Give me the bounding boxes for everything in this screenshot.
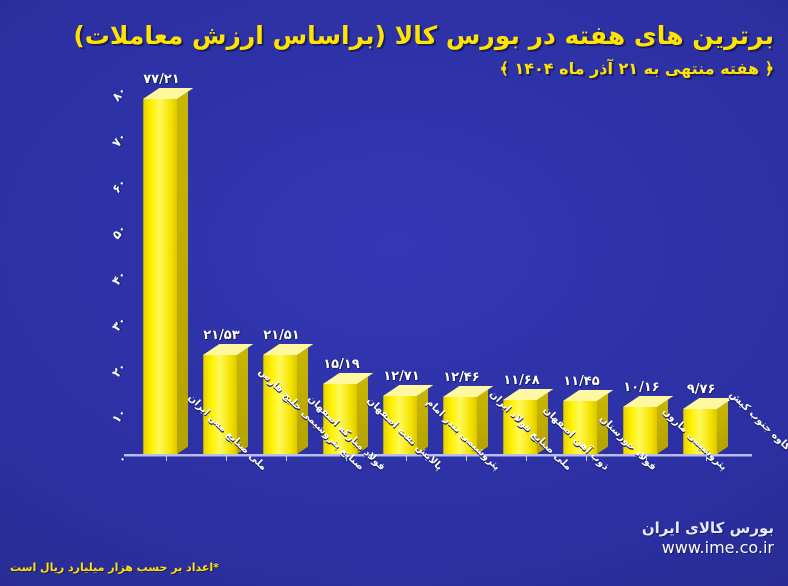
y-axis-tick-label: ۱۰ bbox=[109, 405, 130, 426]
bar[interactable]: ۱۵/۱۹ bbox=[323, 357, 374, 454]
bar-value-label: ۹/۷۶ bbox=[686, 382, 716, 398]
bar[interactable]: ۱۱/۶۸ bbox=[503, 373, 554, 454]
x-axis-tick-mark bbox=[406, 455, 407, 461]
bar-value-label: ۱۲/۷۱ bbox=[383, 368, 420, 384]
bar-front-face bbox=[443, 396, 478, 454]
bar[interactable]: ۲۱/۵۱ bbox=[263, 328, 314, 454]
title-block: برترین های هفته در بورس کالا (براساس ارز… bbox=[14, 21, 774, 78]
y-axis-tick-label: ۸۰ bbox=[109, 83, 130, 104]
x-axis-tick-mark bbox=[526, 455, 527, 461]
y-axis-tick-label: ۳۰ bbox=[109, 313, 130, 334]
brand-name: بورس کالای ایران bbox=[641, 519, 774, 538]
bar-front-face bbox=[383, 395, 418, 454]
bar-value-label: ۱۲/۴۶ bbox=[443, 369, 480, 385]
bar-front-face bbox=[323, 384, 358, 454]
page-title: برترین های هفته در بورس کالا (براساس ارز… bbox=[73, 21, 774, 50]
x-axis-tick-mark bbox=[286, 455, 287, 461]
bar-front-face bbox=[683, 409, 718, 454]
y-axis-tick-label: ۲۰ bbox=[109, 359, 130, 380]
bar[interactable]: ۲۱/۵۳ bbox=[203, 328, 254, 454]
plot-area: ۸۰ ۷۰ ۶۰ ۵۰ ۴۰ ۳۰ ۲۰ ۱۰ ۰ ۷۷/۲۱ ۲۱/۵۳ ۲۱/۵۱ ۱۵/۱۹ ۱۲… bbox=[109, 72, 788, 473]
bar-front-face bbox=[143, 98, 178, 454]
bar-front-face bbox=[203, 354, 238, 454]
chart-subtitle: ﴿ هفته منتهی به ۲۱ آذر ماه ۱۴۰۴ ﴾ bbox=[499, 58, 774, 78]
footnote: *اعداد بر حسب هزار میلیارد ریال است bbox=[10, 561, 219, 574]
x-axis-category-label: فولاد کاوه جنوب کیش bbox=[727, 389, 788, 473]
x-axis-tick-mark bbox=[706, 455, 707, 461]
bar-value-label: ۱۰/۱۶ bbox=[623, 380, 660, 396]
y-axis-tick-label: ۵۰ bbox=[109, 221, 130, 242]
bar[interactable]: ۹/۷۶ bbox=[683, 382, 734, 454]
x-axis-tick-mark bbox=[646, 455, 647, 461]
bar-value-label: ۲۱/۵۱ bbox=[263, 328, 300, 344]
y-axis-tick-label: ۷۰ bbox=[109, 129, 130, 150]
x-axis-tick-mark bbox=[466, 455, 467, 461]
bar[interactable]: ۱۰/۱۶ bbox=[623, 380, 674, 454]
bar[interactable]: ۷۷/۲۱ bbox=[143, 72, 194, 454]
x-axis-tick-mark bbox=[226, 455, 227, 461]
brand-block: بورس کالای ایران www.ime.co.ir bbox=[642, 519, 774, 558]
bar-value-label: ۱۱/۴۵ bbox=[563, 374, 600, 390]
bar-value-label: ۷۷/۲۱ bbox=[143, 71, 180, 87]
bar-value-label: ۲۱/۵۳ bbox=[203, 327, 240, 343]
bar[interactable]: ۱۲/۴۶ bbox=[443, 370, 494, 454]
y-axis-tick-label: ۶۰ bbox=[109, 175, 130, 196]
bar-side-face bbox=[716, 401, 728, 454]
x-axis-tick-mark bbox=[166, 455, 167, 461]
bar-front-face bbox=[623, 407, 658, 454]
x-axis-tick-mark bbox=[346, 455, 347, 461]
bar-front-face bbox=[563, 401, 598, 454]
x-axis-baseline bbox=[124, 454, 752, 456]
bar[interactable]: ۱۱/۴۵ bbox=[563, 374, 614, 454]
x-axis-tick-mark bbox=[586, 455, 587, 461]
y-axis-tick-label: ۴۰ bbox=[109, 267, 130, 288]
bar-value-label: ۱۱/۶۸ bbox=[503, 373, 540, 389]
brand-url[interactable]: www.ime.co.ir bbox=[661, 538, 774, 557]
bar[interactable]: ۱۲/۷۱ bbox=[383, 369, 434, 454]
bar-value-label: ۱۵/۱۹ bbox=[323, 357, 360, 373]
bar-front-face bbox=[263, 355, 298, 454]
bar-front-face bbox=[503, 400, 538, 454]
